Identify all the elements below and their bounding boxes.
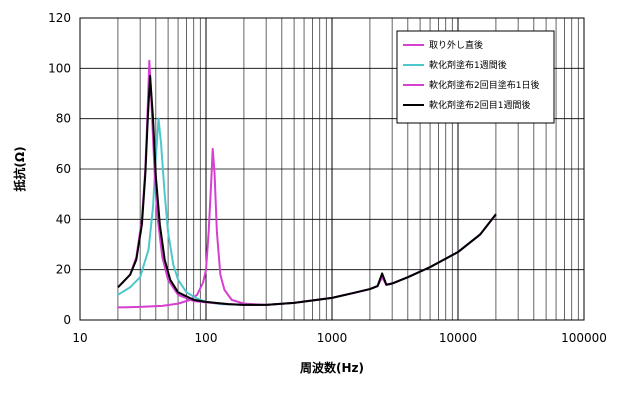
plot-area (79, 17, 585, 321)
series-line-4 (117, 74, 497, 306)
series-line-2 (117, 117, 497, 306)
legend-box (396, 30, 555, 124)
y-tick-label: 80 (56, 112, 71, 126)
y-tick-label: 60 (56, 162, 71, 176)
tick-labels: 0 20 40 60 80 100 120 10 100 1000 10000 100000 (48, 11, 607, 345)
y-tick-label: 0 (63, 313, 71, 327)
series-line-1 (117, 147, 497, 309)
y-tick-label: 20 (56, 263, 71, 277)
legend-label: 軟化剤塗布2回目1週間後 (429, 99, 530, 111)
legend-label: 軟化剤塗布1週間後 (429, 59, 507, 71)
x-tick-label: 100 (195, 331, 218, 345)
legend-label: 取り外し直後 (429, 39, 483, 51)
x-tick-label: 1000 (317, 331, 348, 345)
x-tick-label: 10 (72, 331, 87, 345)
y-axis-title: 抵抗(Ω) (12, 146, 27, 191)
x-axis-title: 周波数(Hz) (300, 360, 364, 375)
series-group (117, 59, 497, 309)
grid (79, 17, 584, 321)
x-tick-label: 10000 (439, 331, 477, 345)
y-tick-label: 40 (56, 212, 71, 226)
y-tick-label: 120 (48, 11, 71, 25)
legend-label: 軟化剤塗布2回目塗布1日後 (429, 79, 539, 91)
x-tick-label: 100000 (561, 331, 607, 345)
y-tick-label: 100 (48, 61, 71, 75)
